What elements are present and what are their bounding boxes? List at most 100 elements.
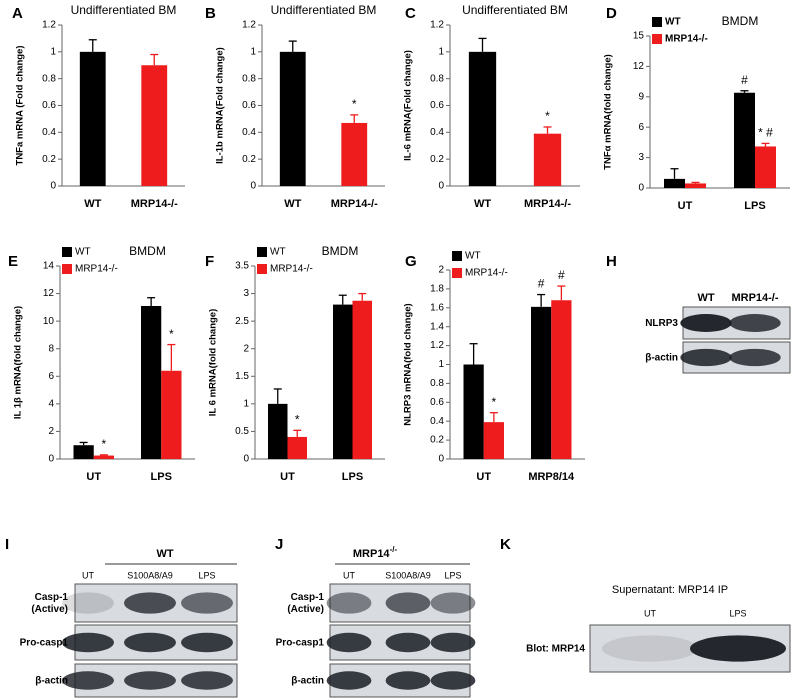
error-bar [691, 181, 700, 184]
blot-band [124, 671, 176, 690]
row-label-line: Casp-1 [291, 592, 325, 603]
y-tick-label: 1.8 [430, 284, 444, 295]
legend-label: MRP14-/- [75, 264, 118, 275]
annotation: * # [758, 126, 773, 140]
y-tick-label: 6 [638, 122, 644, 133]
y-tick-label: 0 [50, 181, 56, 192]
error-bar [358, 292, 367, 301]
blot-band [62, 671, 114, 690]
y-axis-label: NLRP3 mRNA(fold change) [403, 303, 414, 425]
row-label-line: NLRP3 [645, 318, 678, 329]
y-tick-label: 1 [438, 46, 444, 57]
x-tick-label: UT [280, 471, 295, 483]
y-tick-label: 1 [243, 398, 249, 409]
y-tick-label: 0.4 [42, 127, 56, 138]
group-text: WT [156, 548, 173, 560]
chart-title: BMDM [722, 14, 759, 28]
legend-label: WT [465, 251, 481, 262]
panel-label: I [5, 536, 9, 553]
blot-column: UT [644, 608, 656, 618]
blot-column: MRP14-/- [731, 292, 778, 304]
legend-swatch [257, 264, 267, 274]
bar [755, 146, 776, 188]
x-tick-label: LPS [342, 471, 363, 483]
error-bar [557, 285, 566, 301]
panel-label: A [12, 5, 23, 22]
bar [531, 306, 552, 459]
blot-column: WT [697, 292, 714, 304]
blot-row-label: NLRP3 [645, 318, 678, 329]
y-tick-label: 3 [638, 152, 644, 163]
y-tick-label: 9 [638, 91, 644, 102]
row-label-line: Casp-1 [35, 592, 69, 603]
y-tick-label: 4 [48, 398, 54, 409]
y-tick-label: 1.2 [42, 20, 56, 31]
y-tick-label: 2.5 [235, 316, 249, 327]
blot-band [602, 635, 698, 662]
annotation: * [352, 97, 357, 111]
error-bar [469, 343, 478, 365]
error-bar [150, 53, 159, 66]
row-label-line: β-actin [35, 675, 68, 686]
error-bar [167, 343, 176, 371]
y-tick-label: 0.8 [430, 378, 444, 389]
chart-title: BMDM [322, 244, 359, 258]
bar [463, 364, 484, 459]
legend-swatch [652, 17, 662, 27]
row-label-line: β-actin [291, 675, 324, 686]
blot-row-label: β-actin [645, 352, 678, 363]
error-bar [761, 142, 770, 147]
blot-band [181, 592, 233, 614]
y-tick-label: 2 [48, 426, 54, 437]
blot-column: LPS [729, 608, 746, 618]
panel-label: C [405, 5, 416, 22]
y-tick-label: 0 [250, 181, 256, 192]
error-bar [478, 37, 487, 52]
blot-band [430, 632, 476, 653]
blot-band [729, 348, 781, 367]
annotation: * [102, 437, 107, 451]
y-axis-label: TNFa mRNA (Fold change) [15, 46, 26, 166]
error-bar [489, 412, 498, 423]
y-tick-label: 1 [50, 46, 56, 57]
error-bar [147, 297, 156, 306]
y-tick-label: 0.4 [242, 127, 256, 138]
y-tick-label: 0 [438, 181, 444, 192]
error-bar [273, 388, 282, 404]
y-tick-label: 0.6 [42, 100, 56, 111]
blot-column: S100A8/A9 [127, 570, 173, 580]
panel-label: H [606, 253, 617, 270]
blot-band [690, 635, 786, 662]
x-tick-label: WT [474, 198, 491, 210]
chart-title: Undifferentiated BM [71, 3, 177, 17]
legend-label: WT [75, 247, 91, 258]
error-bar [293, 429, 302, 437]
chart-title: Undifferentiated BM [462, 3, 568, 17]
y-tick-label: 0.6 [430, 100, 444, 111]
blot-row-label: β-actin [291, 675, 324, 686]
blot-band [181, 632, 233, 653]
blot-row-label: Casp-1 (Active) [287, 592, 324, 615]
x-tick-label: WT [284, 198, 301, 210]
blot-band [385, 671, 431, 690]
x-tick-label: WT [84, 198, 101, 210]
y-tick-label: 1.2 [430, 20, 444, 31]
error-bar [350, 114, 359, 123]
bar [734, 92, 755, 188]
x-tick-label: UT [86, 471, 101, 483]
blot-row-label: Blot: MRP14 [526, 643, 585, 654]
bar [483, 422, 504, 459]
y-axis-label: IL-6 mRNA(Fold change) [403, 50, 414, 161]
row-label-line: (Active) [287, 604, 324, 615]
y-tick-label: 0 [243, 454, 249, 465]
y-tick-label: 0 [48, 454, 54, 465]
x-tick-label: MRP14-/- [131, 198, 178, 210]
bar [93, 455, 114, 459]
x-tick-label: MRP8/14 [528, 471, 575, 483]
panel-label: J [275, 536, 283, 553]
bar [551, 300, 572, 459]
blot-column: UT [343, 570, 355, 580]
legend-swatch [652, 34, 662, 44]
